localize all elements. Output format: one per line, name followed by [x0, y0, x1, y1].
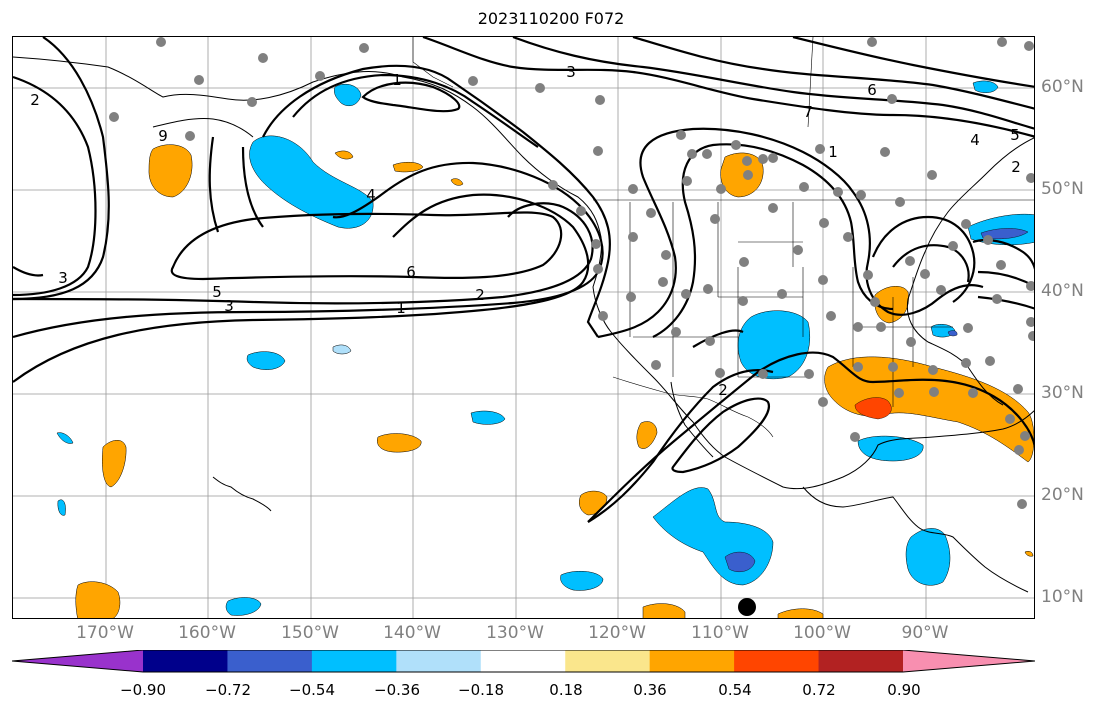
- lon-label: 90°W: [901, 623, 949, 643]
- lon-label: 120°W: [588, 623, 646, 643]
- map-panel: 1 1 1 2 2 2 2 3 3 3 4 4 5 5 6 6 9 7: [12, 36, 1035, 619]
- contour-label: 6: [406, 263, 416, 281]
- colorbar-segments: [12, 650, 1035, 672]
- lat-label: 10°N: [1041, 587, 1084, 607]
- colorbar-segment: [480, 650, 566, 672]
- lon-label: 100°W: [793, 623, 851, 643]
- contour-label: 2: [475, 286, 485, 304]
- contour-label: 4: [970, 131, 980, 149]
- colorbar-segment: [396, 650, 482, 672]
- contour-label-group: 1 1 1 2 2 2 2 3 3 3 4 4 5 5 6 6 9 7: [30, 63, 1021, 399]
- contour-label: 3: [566, 63, 576, 81]
- colorbar-segment: [311, 650, 397, 672]
- contour-label: 7: [803, 103, 813, 121]
- colorbar-tick-label: −0.90: [120, 681, 166, 699]
- colorbar-segment: [649, 650, 735, 672]
- lat-label: 60°N: [1041, 77, 1084, 97]
- colorbar-segment: [227, 650, 313, 672]
- contour-label: 6: [867, 81, 877, 99]
- contour-label: 5: [1010, 126, 1020, 144]
- colorbar-outline: [12, 650, 1035, 673]
- lon-label: 170°W: [76, 623, 134, 643]
- map-canvas: 1 1 1 2 2 2 2 3 3 3 4 4 5 5 6 6 9 7: [13, 37, 1034, 618]
- lon-label: 130°W: [486, 623, 544, 643]
- colorbar-extend-min: [12, 650, 143, 672]
- lat-label: 30°N: [1041, 383, 1084, 403]
- contour-label: 2: [718, 381, 728, 399]
- contour-lines: [13, 37, 1034, 523]
- lon-label: 110°W: [691, 623, 749, 643]
- lat-label: 20°N: [1041, 485, 1084, 505]
- colorbar-tick-label: −0.54: [289, 681, 335, 699]
- contour-label: 1: [396, 299, 406, 317]
- strong-negative-areas: [724, 228, 1029, 572]
- colorbar-segment: [818, 650, 904, 672]
- contour-label: 2: [30, 91, 40, 109]
- colorbar-tick-label: 0.54: [718, 681, 752, 699]
- station-dots: [109, 37, 1034, 509]
- colorbar-tick-label: 0.90: [887, 681, 921, 699]
- contour-label: 1: [392, 71, 402, 89]
- lat-label: 50°N: [1041, 179, 1084, 199]
- contour-label: 3: [224, 297, 234, 315]
- positive-anomaly-areas: [75, 144, 1034, 618]
- colorbar-tick-label: −0.36: [374, 681, 420, 699]
- marker-dot: [738, 598, 756, 616]
- colorbar-extend-max: [903, 650, 1035, 672]
- colorbar-tick-label: −0.72: [205, 681, 251, 699]
- colorbar-tick-label: −0.18: [458, 681, 504, 699]
- contour-label: 9: [158, 127, 168, 145]
- lon-label: 150°W: [281, 623, 339, 643]
- contour-label: 5: [212, 283, 222, 301]
- contour-label: 3: [58, 269, 68, 287]
- negative-anomaly-areas: [56, 80, 1034, 616]
- contour-label: 1: [828, 143, 838, 161]
- map-title: 2023110200 F072: [477, 9, 625, 28]
- strong-positive-areas: [854, 397, 892, 420]
- lon-label: 140°W: [383, 623, 441, 643]
- colorbar-segment: [734, 650, 820, 672]
- lat-label: 40°N: [1041, 281, 1084, 301]
- political-borders: [412, 37, 1034, 438]
- contour-label: 4: [366, 186, 376, 204]
- colorbar-segment: [565, 650, 651, 672]
- colorbar: [12, 650, 1035, 673]
- colorbar-tick-label: 0.18: [549, 681, 583, 699]
- colorbar-segment: [143, 650, 228, 672]
- colorbar-tick-label: 0.36: [633, 681, 667, 699]
- contour-label: 2: [1011, 158, 1021, 176]
- lon-label: 160°W: [178, 623, 236, 643]
- colorbar-tick-label: 0.72: [802, 681, 836, 699]
